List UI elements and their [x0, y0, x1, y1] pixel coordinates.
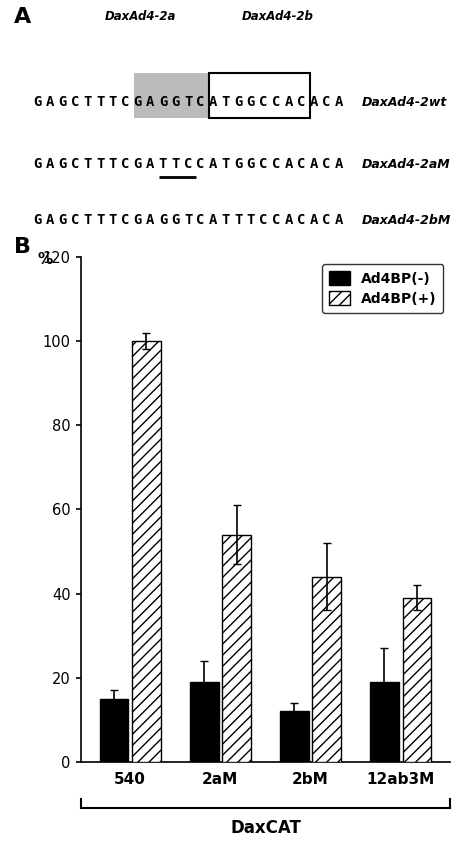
Text: T: T	[221, 157, 230, 170]
Text: A: A	[46, 95, 54, 109]
Bar	[280, 711, 309, 762]
Text: G: G	[246, 95, 255, 109]
Text: A: A	[335, 95, 343, 109]
Text: T: T	[96, 213, 104, 227]
Text: C: C	[121, 157, 129, 170]
Text: C: C	[184, 157, 192, 170]
Text: T: T	[109, 213, 117, 227]
Text: G: G	[246, 157, 255, 170]
Text: C: C	[272, 213, 280, 227]
Text: A: A	[14, 7, 31, 27]
Text: C: C	[71, 95, 79, 109]
Text: T: T	[234, 213, 243, 227]
Text: A: A	[146, 95, 155, 109]
Text: G: G	[33, 157, 42, 170]
Text: T: T	[96, 157, 104, 170]
Text: A: A	[209, 213, 218, 227]
Legend: Ad4BP(-), Ad4BP(+): Ad4BP(-), Ad4BP(+)	[322, 264, 443, 313]
Text: A: A	[284, 157, 293, 170]
Text: G: G	[234, 157, 243, 170]
Text: A: A	[146, 213, 155, 227]
Text: G: G	[172, 95, 180, 109]
Text: C: C	[259, 213, 268, 227]
Bar	[209, 72, 310, 118]
Text: A: A	[209, 95, 218, 109]
Text: A: A	[146, 157, 155, 170]
Text: G: G	[134, 95, 142, 109]
Text: C: C	[322, 213, 330, 227]
Text: G: G	[159, 95, 167, 109]
Text: DaxCAT: DaxCAT	[230, 819, 301, 837]
Bar	[402, 598, 431, 762]
Bar	[100, 699, 128, 762]
Text: T: T	[221, 213, 230, 227]
Text: G: G	[159, 213, 167, 227]
Text: T: T	[83, 213, 92, 227]
Bar	[222, 535, 251, 762]
Text: C: C	[297, 213, 305, 227]
Text: A: A	[46, 213, 54, 227]
Text: A: A	[284, 213, 293, 227]
Text: A: A	[46, 157, 54, 170]
Text: T: T	[83, 157, 92, 170]
Text: C: C	[196, 213, 205, 227]
Text: C: C	[259, 95, 268, 109]
Text: T: T	[83, 95, 92, 109]
Text: T: T	[221, 95, 230, 109]
Text: T: T	[96, 95, 104, 109]
Text: C: C	[272, 95, 280, 109]
Text: T: T	[159, 157, 167, 170]
Text: DaxAd4-2a: DaxAd4-2a	[104, 10, 176, 23]
Text: C: C	[196, 95, 205, 109]
Text: G: G	[234, 95, 243, 109]
Text: DaxAd4-2bM: DaxAd4-2bM	[361, 215, 451, 227]
Text: T: T	[184, 213, 192, 227]
Text: %: %	[38, 252, 53, 267]
Bar	[134, 72, 209, 118]
Text: G: G	[58, 95, 67, 109]
Text: G: G	[58, 157, 67, 170]
Text: B: B	[14, 237, 31, 257]
Text: A: A	[310, 213, 318, 227]
Text: C: C	[71, 213, 79, 227]
Text: G: G	[58, 213, 67, 227]
Text: T: T	[184, 95, 192, 109]
Bar	[370, 682, 399, 762]
Text: C: C	[322, 95, 330, 109]
Text: A: A	[209, 157, 218, 170]
Text: C: C	[121, 213, 129, 227]
Bar	[312, 577, 341, 762]
Text: G: G	[134, 213, 142, 227]
Text: A: A	[284, 95, 293, 109]
Text: A: A	[335, 213, 343, 227]
Text: T: T	[172, 157, 180, 170]
Text: T: T	[109, 95, 117, 109]
Text: G: G	[33, 95, 42, 109]
Text: A: A	[310, 157, 318, 170]
Text: DaxAd4-2b: DaxAd4-2b	[242, 10, 314, 23]
Text: C: C	[121, 95, 129, 109]
Text: C: C	[259, 157, 268, 170]
Bar	[190, 682, 219, 762]
Text: DaxAd4-2wt: DaxAd4-2wt	[361, 96, 447, 109]
Text: G: G	[134, 157, 142, 170]
Text: A: A	[335, 157, 343, 170]
Bar	[132, 341, 161, 762]
Text: C: C	[322, 157, 330, 170]
Text: C: C	[297, 157, 305, 170]
Text: C: C	[71, 157, 79, 170]
Text: T: T	[109, 157, 117, 170]
Text: A: A	[310, 95, 318, 109]
Text: G: G	[33, 213, 42, 227]
Text: C: C	[272, 157, 280, 170]
Text: G: G	[172, 213, 180, 227]
Text: DaxAd4-2aM: DaxAd4-2aM	[361, 157, 450, 170]
Text: C: C	[297, 95, 305, 109]
Text: C: C	[196, 157, 205, 170]
Text: T: T	[246, 213, 255, 227]
